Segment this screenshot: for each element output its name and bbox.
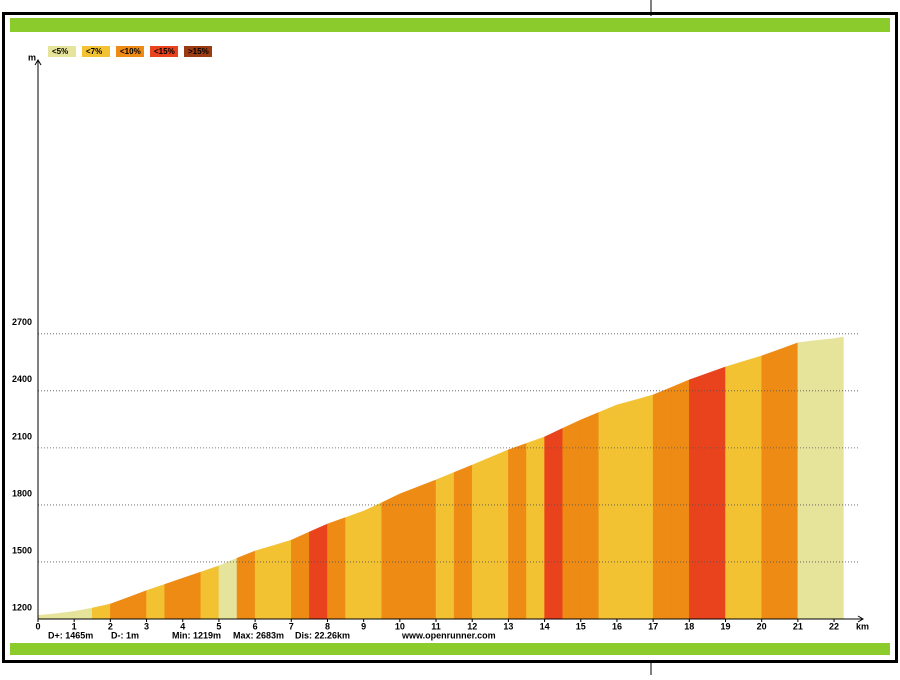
profile-segment	[128, 590, 147, 620]
legend-label: <10%	[120, 47, 141, 56]
profile-segment	[381, 493, 401, 620]
legend-swatch	[82, 46, 110, 57]
legend-label: <7%	[86, 47, 102, 56]
profile-segment	[652, 387, 672, 620]
profile-segment	[164, 577, 183, 620]
y-tick-label: 2700	[12, 317, 32, 327]
profile-segment	[616, 399, 636, 620]
profile-segment	[37, 613, 57, 620]
profile-segment	[471, 457, 491, 620]
profile-segment	[598, 404, 618, 620]
x-tick-label: 14	[540, 621, 550, 631]
source: www.openrunner.com	[401, 630, 496, 640]
profile-segment	[327, 517, 346, 620]
stat: Max: 2683m	[233, 630, 284, 640]
profile-segment	[797, 340, 817, 620]
legend-swatch	[150, 46, 178, 57]
x-tick-label: 4	[180, 621, 185, 631]
profile-segment	[435, 472, 455, 620]
plot: <5% <7% <10% <15% >15%1200150018002100240027…	[12, 46, 864, 631]
profile-segment	[562, 419, 582, 620]
x-tick-label: 6	[253, 621, 258, 631]
top-band	[10, 18, 890, 32]
profile-segment	[272, 539, 292, 620]
profile-segment	[490, 449, 509, 620]
legend-label: >15%	[188, 47, 209, 56]
profile-segment	[580, 411, 600, 620]
profile-segment	[833, 336, 844, 620]
profile-segment	[345, 510, 364, 620]
profile-segment	[92, 603, 111, 620]
x-tick-label: 22	[829, 621, 839, 631]
y-tick-label: 1800	[12, 488, 32, 498]
profile-segment	[417, 479, 437, 620]
legend-label: <15%	[154, 47, 175, 56]
x-tick-label: 11	[431, 621, 441, 631]
y-axis-label: m	[28, 52, 36, 62]
x-tick-label: 10	[395, 621, 405, 631]
x-tick-label: 0	[35, 621, 40, 631]
profile-segment	[110, 596, 129, 620]
profile-segment	[236, 550, 256, 620]
x-tick-label: 18	[684, 621, 694, 631]
profile-segment	[182, 571, 202, 620]
x-tick-label: 13	[503, 621, 513, 631]
stat: Dis: 22.26km	[295, 630, 350, 640]
x-tick-label: 21	[793, 621, 803, 631]
y-tick-label: 2400	[12, 374, 32, 384]
profile-segment	[743, 355, 762, 620]
profile-segment	[634, 394, 654, 620]
x-tick-label: 5	[216, 621, 221, 631]
profile-segment	[544, 427, 563, 620]
x-tick-label: 9	[361, 621, 366, 631]
x-tick-label: 7	[289, 621, 294, 631]
profile-segment	[309, 523, 328, 620]
bottom-band	[10, 643, 890, 655]
y-tick-label: 2100	[12, 431, 32, 441]
x-tick-label: 2	[108, 621, 113, 631]
x-arrow	[857, 615, 864, 623]
profile-segment	[761, 349, 781, 620]
profile-segment	[363, 502, 382, 620]
profile-segment	[73, 607, 93, 620]
profile-segment	[55, 611, 75, 620]
x-tick-label: 20	[757, 621, 767, 631]
profile-segment	[725, 361, 744, 620]
y-tick-label: 1500	[12, 545, 32, 555]
legend-swatch	[116, 46, 144, 57]
profile-segment	[218, 557, 238, 620]
profile-segment	[399, 486, 419, 620]
profile-segment	[146, 584, 165, 620]
x-tick-label: 1	[72, 621, 77, 631]
profile-segment	[707, 366, 726, 620]
profile-segment	[453, 464, 473, 620]
stat: D-: 1m	[111, 630, 139, 640]
stat: Min: 1219m	[172, 630, 221, 640]
profile-segment	[670, 379, 690, 620]
stat: D+: 1465m	[48, 630, 93, 640]
legend-swatch	[48, 46, 76, 57]
x-tick-label: 12	[467, 621, 477, 631]
x-tick-label: 16	[612, 621, 622, 631]
y-arrow	[34, 59, 42, 66]
legend-swatch	[184, 46, 212, 57]
profile-segment	[254, 545, 274, 620]
profile-segment	[689, 372, 708, 620]
x-tick-label: 15	[576, 621, 586, 631]
profile-segment	[291, 531, 310, 620]
profile-segment	[200, 565, 220, 620]
profile-segment	[508, 442, 527, 620]
x-tick-label: 3	[144, 621, 149, 631]
y-tick-label: 1200	[12, 602, 32, 612]
x-tick-label: 8	[325, 621, 330, 631]
x-tick-label: 19	[720, 621, 730, 631]
frame	[2, 12, 898, 663]
x-axis-label: km	[856, 621, 869, 631]
profile-segment	[779, 342, 799, 620]
legend-label: <5%	[52, 47, 68, 56]
x-tick-label: 17	[648, 621, 658, 631]
profile-segment	[526, 436, 545, 620]
profile-segment	[815, 338, 835, 620]
